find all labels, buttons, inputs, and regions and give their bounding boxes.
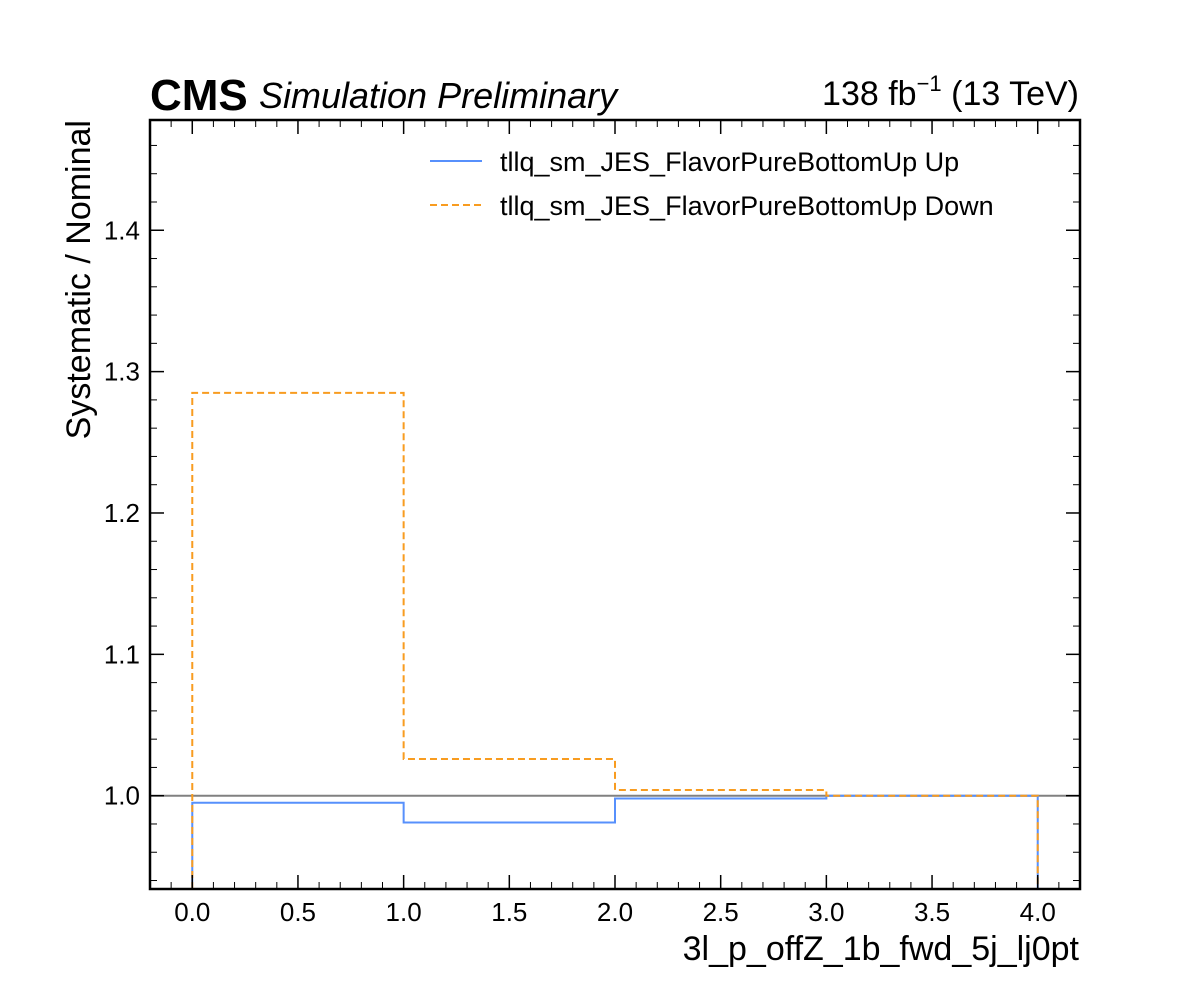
lumi-energy: (13 TeV) (942, 75, 1079, 113)
x-tick-label: 4.0 (1020, 897, 1056, 927)
plot-frame (148, 118, 1082, 891)
lumi-label: 138 fb−1 (13 TeV) (822, 71, 1079, 113)
y-axis-title: Systematic / Nominal (60, 120, 98, 439)
x-tick-label: 2.0 (597, 897, 633, 927)
x-tick-label: 3.5 (914, 897, 950, 927)
x-tick-label: 0.5 (280, 897, 316, 927)
lumi-exponent: −1 (917, 71, 942, 96)
legend-label-down: tllq_sm_JES_FlavorPureBottomUp Down (500, 191, 994, 221)
y-axis-ticks: 1.0 1.1 1.2 1.3 1.4 (104, 144, 1080, 882)
x-tick-label: 3.0 (808, 897, 844, 927)
experiment-label: CMS (150, 71, 248, 120)
status-label: Simulation Preliminary (259, 75, 619, 116)
y-tick-label: 1.0 (104, 781, 140, 811)
x-axis-title: 3l_p_offZ_1b_fwd_5j_lj0pt (683, 930, 1080, 968)
series-line-up (191, 794, 1039, 889)
legend: tllq_sm_JES_FlavorPureBottomUp Up tllq_s… (430, 147, 994, 221)
x-tick-label: 0.0 (174, 897, 210, 927)
series-line-down (191, 391, 1039, 889)
y-tick-label: 1.2 (104, 498, 140, 528)
x-axis-ticks: 0.0 0.5 1.0 1.5 2.0 2.5 3.0 3.5 4.0 (149, 120, 1081, 927)
x-tick-label: 1.0 (386, 897, 422, 927)
x-tick-label: 2.5 (703, 897, 739, 927)
y-tick-label: 1.4 (104, 215, 140, 245)
legend-label-up: tllq_sm_JES_FlavorPureBottomUp Up (500, 147, 959, 177)
lumi-value: 138 fb (822, 75, 917, 113)
plot-area (150, 391, 1080, 889)
x-tick-label: 1.5 (491, 897, 527, 927)
y-tick-label: 1.3 (104, 357, 140, 387)
y-tick-label: 1.1 (104, 639, 140, 669)
